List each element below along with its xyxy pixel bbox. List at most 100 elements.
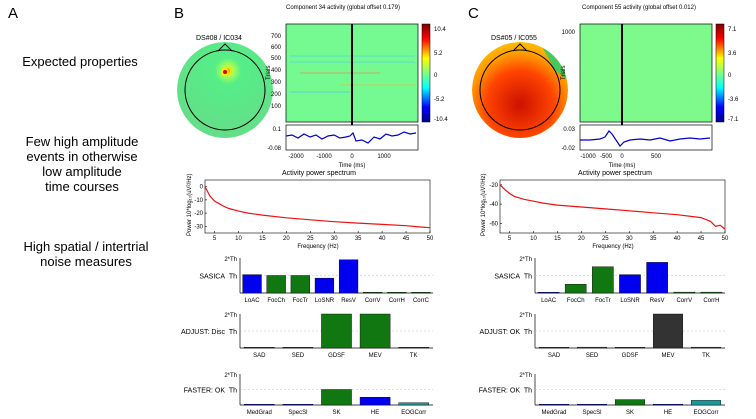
trial-tick: 100 <box>271 104 282 110</box>
trial-tick: 500 <box>271 56 282 62</box>
row2-line: Few high amplitude <box>26 134 139 149</box>
bar-category-label: FocCh <box>567 298 585 304</box>
x-tick-label: 45 <box>403 236 410 242</box>
time-tick: 1000 <box>377 154 391 160</box>
bar-category-label: CorrV <box>676 298 692 304</box>
time-tick: 0 <box>350 154 354 160</box>
freq-label: Frequency (Hz) <box>592 244 633 250</box>
trial-tick: 400 <box>271 68 282 74</box>
bar-category-label: ResV <box>341 298 356 304</box>
bar-category-label: GDSF <box>622 353 639 359</box>
threshold-label-2th: 2*Th <box>224 373 237 379</box>
colorbar-tick: 0 <box>728 73 732 79</box>
bar-category-label: FocTr <box>595 298 610 304</box>
bar <box>538 347 570 349</box>
erp-image <box>285 23 419 150</box>
bar-category-label: MedGrad <box>247 410 272 416</box>
trace-tick: -0.08 <box>267 146 281 152</box>
left-column: Expected properties Few high amplitude e… <box>22 54 148 269</box>
x-tick-label: 40 <box>674 236 681 242</box>
bar <box>363 292 383 294</box>
spectrum-title: Activity power spectrum <box>578 170 652 177</box>
threshold-label-2th: 2*Th <box>519 257 532 263</box>
threshold-label-th: Th <box>524 329 532 336</box>
bar-category-label: LoSNR <box>620 298 640 304</box>
colorbar-tick: 5.2 <box>434 51 443 57</box>
bar <box>690 400 722 406</box>
y-tick-label: -40 <box>489 202 498 208</box>
trial-tick: 300 <box>271 80 282 86</box>
bar <box>398 347 429 349</box>
colorbar-tick: 10.4 <box>434 27 446 33</box>
bar <box>321 313 352 349</box>
colorbar-tick: 7.1 <box>728 27 737 33</box>
x-tick-label: 20 <box>283 236 290 242</box>
bar-group-title: ADJUST: Disc <box>181 329 225 336</box>
time-label: Time (ms) <box>339 163 366 169</box>
bar <box>673 291 696 294</box>
x-tick-label: 20 <box>578 236 585 242</box>
x-tick-label: 35 <box>650 236 657 242</box>
threshold-label-th: Th <box>229 329 237 336</box>
bar <box>387 292 407 294</box>
bar-category-label: TK <box>410 353 418 359</box>
colorbar-tick: 3.6 <box>728 51 737 57</box>
erp-trace <box>579 124 713 151</box>
chart-layer: 5 10 15 20 25 30 35 40 45 50 0 -10 -20 -30 5 10 15 20 25 30… <box>181 183 729 416</box>
bar-category-label: SK <box>332 410 340 416</box>
x-tick-label: 5 <box>508 236 512 242</box>
y-tick-label: -30 <box>194 224 203 230</box>
x-tick-label: 30 <box>331 236 338 242</box>
bar-category-label: SED <box>586 353 599 359</box>
bar-category-label: SAD <box>548 353 561 359</box>
x-tick-label: 45 <box>698 236 705 242</box>
threshold-label-2th: 2*Th <box>519 313 532 319</box>
threshold-label-th: Th <box>524 388 532 395</box>
threshold-label-th: Th <box>229 388 237 395</box>
trial-tick: 700 <box>271 34 282 40</box>
bar <box>266 275 286 294</box>
trials-label: Trials <box>561 66 567 80</box>
time-tick: 0 <box>620 154 624 160</box>
bar <box>338 259 359 294</box>
bar <box>690 346 722 349</box>
threshold-label-2th: 2*Th <box>519 373 532 379</box>
panel-b: DS#08 / IC034 Component 34 activity (glo… <box>177 5 448 250</box>
erp-title: Component 34 activity (global offset 0.1… <box>286 5 400 11</box>
time-tick: -1000 <box>316 154 332 160</box>
bar <box>652 404 684 406</box>
bar <box>646 262 668 294</box>
topoplot <box>472 42 568 138</box>
colorbar-tick: -7.1 <box>728 117 739 123</box>
bar <box>242 274 262 294</box>
row3-line: noise measures <box>40 254 132 269</box>
panel-label-c: C <box>468 5 479 22</box>
y-tick-label: -10 <box>194 198 203 204</box>
power-label: Power 10*log₁₀(uV²/Hz) <box>481 173 487 236</box>
x-tick-label: 10 <box>235 236 242 242</box>
panel-label-a: A <box>8 5 18 22</box>
colorbar-tick: 0 <box>434 73 438 79</box>
trial-tick: 200 <box>271 92 282 98</box>
erp-trace <box>285 124 419 151</box>
colorbar: 7.1 3.6 0 -3.6 -7.1 <box>715 23 739 123</box>
threshold-label-2th: 2*Th <box>224 257 237 263</box>
topo-title: DS#05 / IC055 <box>491 35 537 42</box>
trials-label: Trials <box>266 66 272 80</box>
bar <box>537 292 560 294</box>
x-tick-label: 15 <box>554 236 561 242</box>
bar <box>614 347 646 349</box>
bar-group-title: FASTER: OK <box>184 388 226 395</box>
row2-line: time courses <box>45 179 119 194</box>
time-tick: 500 <box>651 154 662 160</box>
bar-category-label: EOGCorr <box>401 410 426 416</box>
panel-c: DS#05 / IC055 Component 55 activity (glo… <box>472 5 739 250</box>
bar-category-label: CorrC <box>413 298 430 304</box>
bar-group-title: FASTER: OK <box>479 388 521 395</box>
spectrum-title: Activity power spectrum <box>282 170 356 177</box>
bar-category-label: FocTr <box>293 298 308 304</box>
trace-tick: -0.02 <box>561 146 575 152</box>
row2-line: low amplitude <box>42 164 122 179</box>
bar-category-label: SAD <box>253 353 266 359</box>
bar <box>564 284 587 294</box>
